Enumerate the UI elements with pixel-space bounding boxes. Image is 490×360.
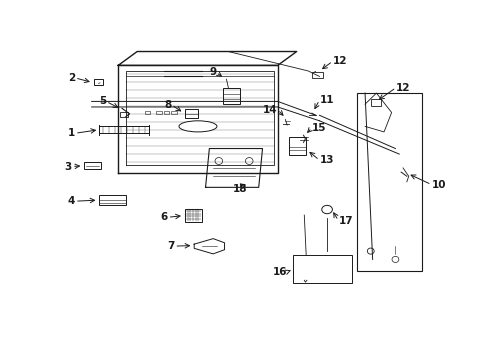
Text: 16: 16 [272, 267, 287, 277]
Bar [156, 111, 162, 114]
Text: 10: 10 [432, 180, 446, 190]
Bar [185, 209, 202, 222]
Text: 17: 17 [339, 216, 353, 226]
Text: 15: 15 [312, 123, 326, 133]
Bar [84, 162, 101, 169]
Bar [222, 88, 240, 104]
Text: 1: 1 [68, 128, 75, 138]
Bar [312, 72, 322, 78]
Text: 18: 18 [233, 184, 247, 194]
Bar [358, 93, 422, 270]
Bar [371, 99, 381, 105]
Ellipse shape [179, 121, 217, 132]
Bar [99, 126, 148, 133]
Bar [293, 255, 352, 283]
Text: 5: 5 [99, 96, 106, 107]
Text: 12: 12 [333, 56, 347, 66]
Text: 14: 14 [263, 105, 278, 115]
Text: 6: 6 [160, 212, 168, 222]
Bar [145, 111, 150, 114]
Text: 11: 11 [319, 95, 334, 105]
Text: 13: 13 [319, 155, 334, 165]
Text: 8: 8 [164, 100, 171, 110]
Bar [185, 109, 198, 118]
Bar [289, 138, 306, 156]
Bar [120, 112, 128, 117]
Bar [172, 111, 177, 114]
Text: 4: 4 [68, 196, 75, 206]
Text: 2: 2 [68, 73, 75, 83]
Text: 12: 12 [396, 82, 411, 93]
Text: 3: 3 [65, 162, 72, 172]
Bar [164, 111, 170, 114]
Bar [99, 195, 126, 205]
Text: 9: 9 [209, 67, 216, 77]
Text: 7: 7 [167, 241, 174, 251]
Bar [94, 79, 103, 85]
